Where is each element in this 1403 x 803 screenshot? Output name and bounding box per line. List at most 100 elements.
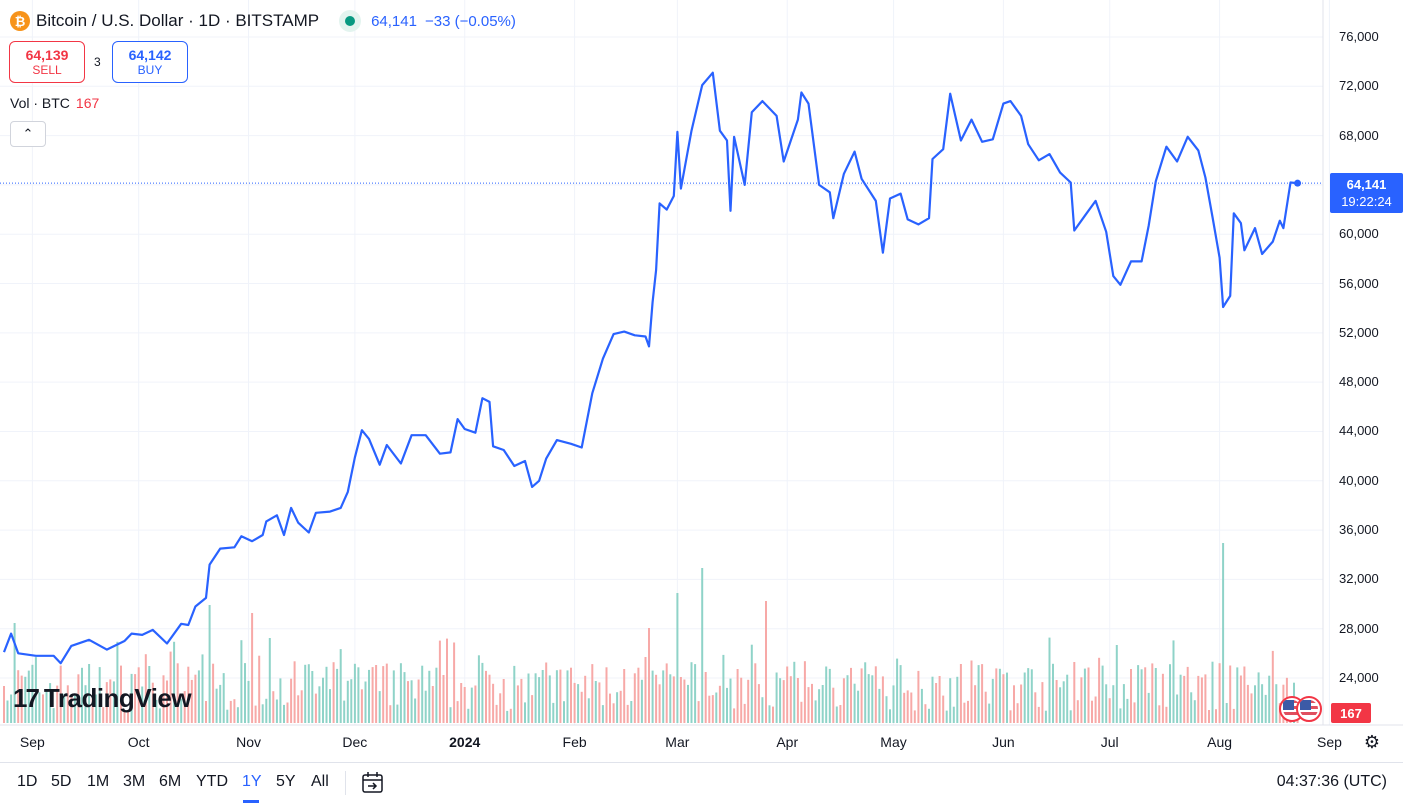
volume-bar	[552, 702, 555, 723]
volume-bar	[73, 694, 76, 723]
volume-bar	[339, 649, 342, 723]
volume-bar	[541, 670, 544, 723]
volume-bar	[988, 703, 991, 723]
volume-bar	[205, 701, 207, 723]
x-tick-label: Jul	[1100, 734, 1119, 750]
utc-clock[interactable]: 04:37:36 (UTC)	[1276, 773, 1387, 790]
volume-bar	[1222, 543, 1225, 723]
x-tick-label: Feb	[562, 734, 587, 750]
price-chart[interactable]	[0, 0, 1403, 760]
go-to-date-icon[interactable]	[360, 771, 386, 795]
buy-button[interactable]: 64,142 BUY	[112, 41, 188, 83]
volume-bar	[1094, 696, 1097, 723]
volume-bar	[1002, 674, 1005, 723]
volume-bar	[112, 681, 115, 723]
volume-bar	[506, 710, 509, 723]
range-1d-button[interactable]: 1D	[17, 773, 38, 790]
range-5d-button[interactable]: 5D	[51, 773, 72, 790]
volume-bar	[144, 654, 147, 723]
volume-bar	[91, 698, 94, 723]
volume-bar	[1044, 710, 1047, 723]
y-tick-label: 76,000	[1339, 29, 1379, 44]
volume-bar	[740, 677, 743, 723]
volume-bar	[1154, 668, 1157, 723]
volume-bar	[1161, 673, 1164, 723]
volume-bar	[314, 693, 317, 723]
volume-bar	[1126, 698, 1129, 723]
volume-bar	[148, 666, 151, 723]
symbol-title[interactable]: Bitcoin / U.S. Dollar · 1D · BITSTAMP	[36, 11, 320, 30]
volume-bar	[952, 706, 955, 723]
volume-bar	[322, 677, 324, 723]
volume-bar	[765, 601, 767, 723]
volume-bar	[917, 670, 920, 723]
volume-bar	[492, 683, 495, 723]
range-1m-button[interactable]: 1M	[87, 773, 110, 790]
volume-bar	[520, 678, 523, 723]
volume-bar	[463, 687, 466, 723]
volume-bar	[194, 674, 197, 723]
volume-bar	[587, 698, 590, 723]
volume-bar	[715, 692, 718, 723]
collapse-legend-button[interactable]: ⌃	[10, 121, 46, 147]
volume-bar	[1275, 684, 1278, 723]
us-flag-icon[interactable]	[1296, 696, 1322, 722]
volume-bar	[343, 700, 346, 723]
volume-bar	[786, 666, 789, 723]
volume-bar	[1218, 663, 1221, 723]
volume-bar	[399, 663, 402, 723]
volume-bar	[885, 696, 888, 723]
volume-bar	[924, 704, 927, 723]
volume-bar	[644, 657, 647, 723]
volume-bar	[13, 623, 16, 723]
x-tick-label: Nov	[236, 734, 261, 750]
volume-bar	[630, 701, 633, 723]
volume-bar	[708, 695, 711, 723]
volume-bar	[329, 689, 331, 723]
volume-bar	[867, 674, 870, 723]
volume-bar	[1087, 667, 1090, 723]
range-5y-button[interactable]: 5Y	[276, 773, 296, 790]
volume-bar	[889, 709, 891, 723]
volume-bar	[240, 640, 243, 723]
tradingview-logo: 17 TradingView	[13, 683, 192, 714]
y-tick-label: 56,000	[1339, 275, 1379, 291]
volume-bar	[1052, 663, 1054, 723]
volume-bar	[6, 700, 9, 723]
volume-bar	[158, 708, 161, 723]
volume-bar	[187, 666, 190, 723]
x-tick-label: Oct	[127, 734, 150, 750]
volume-last-label: 167	[1331, 703, 1371, 723]
sell-button[interactable]: 64,139 SELL	[9, 41, 85, 83]
volume-bar	[757, 684, 760, 723]
volume-bar	[853, 683, 856, 723]
volume-bar	[538, 677, 541, 723]
range-1y-button[interactable]: 1Y	[242, 773, 262, 790]
y-tick-label: 52,000	[1339, 324, 1379, 340]
volume-bar	[254, 705, 257, 723]
range-3m-button[interactable]: 3M	[123, 773, 146, 790]
volume-bar	[1037, 706, 1040, 723]
volume-bar	[651, 670, 654, 723]
x-tick-label: May	[880, 734, 907, 750]
volume-bar	[307, 664, 310, 723]
y-tick-label: 24,000	[1339, 670, 1379, 685]
range-all-button[interactable]: All	[311, 773, 329, 790]
volume-bar	[984, 691, 987, 723]
volume-bar	[754, 663, 757, 723]
volume-bar	[403, 672, 406, 723]
range-6m-button[interactable]: 6M	[159, 773, 182, 790]
x-tick-label: Dec	[342, 734, 368, 750]
volume-bar	[857, 690, 860, 723]
volume-bar	[70, 696, 73, 723]
settings-icon[interactable]: ⚙	[1363, 731, 1381, 752]
volume-bar	[212, 663, 215, 723]
range-ytd-button[interactable]: YTD	[196, 773, 228, 790]
volume-bar	[814, 700, 817, 723]
volume-bar	[105, 682, 108, 723]
volume-bar	[84, 685, 87, 723]
y-tick-label: 40,000	[1339, 472, 1379, 488]
volume-bar	[52, 708, 55, 723]
volume-bar	[967, 700, 969, 723]
volume-bar	[88, 664, 91, 723]
